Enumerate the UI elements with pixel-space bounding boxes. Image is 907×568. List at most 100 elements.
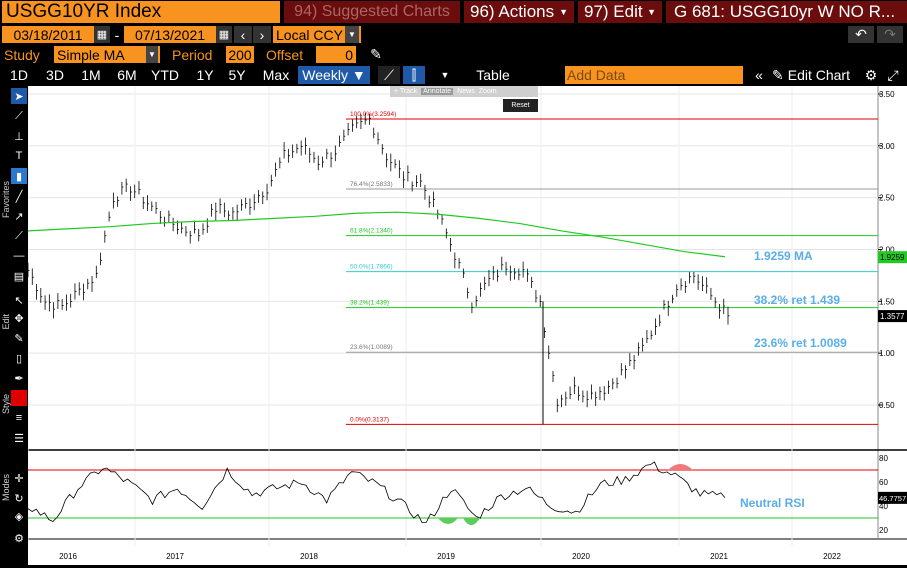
range-bar: 1D 3D 1M 6M YTD 1Y 5Y Max Weekly ▼ ⟋ ⫿ ▼… <box>0 65 907 85</box>
undo-icon[interactable]: ↶ <box>848 26 874 43</box>
y-tick-label: 2.00 <box>879 246 895 255</box>
ret236-annotation: 23.6% ret 1.0089 <box>754 336 847 350</box>
rsi-tick-label: 60 <box>879 478 888 487</box>
x-tick-label: 2016 <box>59 552 77 561</box>
pencil-icon: ✎ <box>772 66 784 83</box>
range-3d[interactable]: 3D <box>46 67 64 83</box>
study-label: Study <box>4 46 40 63</box>
collapse-icon[interactable]: « <box>755 67 763 83</box>
range-1y[interactable]: 1Y <box>196 67 214 83</box>
trend-tool-icon[interactable]: ╱ <box>15 190 23 203</box>
range-6m[interactable]: 6M <box>117 67 137 83</box>
range-1d[interactable]: 1D <box>10 67 28 83</box>
hline-tool-icon[interactable]: — <box>13 250 25 262</box>
fib-label: 50.0%(1.7866) <box>350 264 393 271</box>
end-date-field[interactable]: 07/13/2021 <box>124 26 216 43</box>
study-select[interactable]: Simple MA ▼ <box>54 46 160 63</box>
y-tick-label: 1.00 <box>879 349 895 358</box>
left-toolbar: Favorites Edit Style Modes ➤ ⟋ ⊥ T ▮ ╱ ↗… <box>0 86 28 565</box>
chevron-down-icon[interactable]: ▼ <box>440 70 450 80</box>
zoom-button[interactable]: Zoom <box>478 88 497 95</box>
maximize-icon[interactable]: ⤢ <box>887 66 899 83</box>
range-1m[interactable]: 1M <box>81 67 101 83</box>
eraser-icon[interactable]: ▯ <box>15 352 23 365</box>
fib-label: 100.0%(3.2594) <box>350 111 396 118</box>
style-label: Style <box>1 394 11 415</box>
x-tick-label: 2020 <box>572 552 590 561</box>
reset-label: Reset <box>511 102 530 109</box>
track-button[interactable]: + Track <box>394 88 418 95</box>
cursor-icon[interactable]: ➤ <box>11 88 27 104</box>
frequency-select[interactable]: Weekly ▼ <box>298 66 370 84</box>
modes-label: Modes <box>1 474 11 502</box>
arrow-tool-icon[interactable]: ↗ <box>14 210 24 223</box>
line-style-icon[interactable]: ☰ <box>14 432 24 445</box>
color-swatch-icon[interactable] <box>11 390 27 406</box>
text-tool-icon[interactable]: T <box>15 150 23 162</box>
ticker-field[interactable]: USGG10YR Index <box>2 1 280 23</box>
refresh-icon[interactable]: ↻ <box>14 492 24 505</box>
rsi-tick-label: 20 <box>879 526 888 535</box>
line-weight-icon[interactable]: ≡ <box>15 412 23 424</box>
chevron-down-icon: ▼ <box>146 46 158 63</box>
period-field[interactable]: 200 <box>226 46 254 63</box>
table-button[interactable]: Table <box>476 67 510 83</box>
news-button[interactable]: News <box>457 88 475 95</box>
x-tick-label: 2018 <box>300 552 318 561</box>
rsi-oversold-fill <box>463 518 480 526</box>
ma-line <box>27 211 726 258</box>
settings-icon[interactable]: ⚙ <box>864 66 878 83</box>
x-tick-label: 2021 <box>710 552 728 561</box>
pencil-icon[interactable]: ✎ <box>370 46 382 62</box>
edit-chart-button[interactable]: ✎ Edit Chart <box>770 66 850 84</box>
currency-label: Local CCY <box>276 26 343 43</box>
redo-icon[interactable]: ↷ <box>877 26 903 43</box>
crosshair-icon[interactable]: ✛ <box>14 472 24 485</box>
actions-menu[interactable]: 96) Actions ▼ <box>464 1 574 23</box>
next-period-icon[interactable]: › <box>253 26 271 43</box>
top-bar: USGG10YR Index 94) Suggested Charts 96) … <box>0 0 907 24</box>
suggested-charts-button[interactable]: 94) Suggested Charts <box>284 1 460 23</box>
bar-chart-icon[interactable]: ⫿ <box>403 66 425 84</box>
brush-icon[interactable]: ✎ <box>14 332 24 345</box>
prev-period-icon[interactable]: ‹ <box>234 26 252 43</box>
edit-menu[interactable]: 97) Edit ▼ <box>578 1 662 23</box>
fib-label: 23.6%(1.0089) <box>350 344 393 351</box>
y-tick-label: 0.50 <box>879 401 895 410</box>
move-icon[interactable]: ✥ <box>14 312 24 325</box>
price-chart-svg: 3.50 3.00 2.50 2.00 1.50 1.00 0.50 2016 2017 2018… <box>27 86 907 561</box>
range-ytd[interactable]: YTD <box>151 67 179 83</box>
calendar-icon[interactable]: ▦ <box>94 26 110 43</box>
ma-value-badge <box>878 251 907 264</box>
select-tool-icon[interactable]: ↖ <box>14 294 24 307</box>
draw-tool-icon[interactable]: ⊥ <box>14 130 24 143</box>
highlight-tool-icon[interactable]: ▮ <box>11 168 27 184</box>
palette-icon[interactable]: ◈ <box>14 510 24 523</box>
calendar-icon[interactable]: ▦ <box>216 26 232 43</box>
x-tick-label: 2019 <box>437 552 455 561</box>
range-max[interactable]: Max <box>262 67 290 83</box>
start-date-field[interactable]: 03/18/2011 <box>2 26 94 43</box>
channel-tool-icon[interactable]: ▤ <box>13 270 25 283</box>
add-data-field[interactable]: Add Data <box>565 66 743 84</box>
pen-style-icon[interactable]: ✒ <box>14 372 24 385</box>
rsi-overbought-fill <box>668 464 693 470</box>
gear-icon[interactable]: ⚙ <box>14 532 24 545</box>
x-tick-label: 2022 <box>823 552 841 561</box>
chart-title: G 681: USGG10yr W NO R... <box>666 1 907 23</box>
ret382-annotation: 38.2% ret 1.439 <box>754 293 840 307</box>
rsi-tick-label: 40 <box>879 502 888 511</box>
ray-tool-icon[interactable]: ⟋ <box>15 229 23 242</box>
chart-area[interactable]: 3.50 3.00 2.50 2.00 1.50 1.00 0.50 2016 2017 2018… <box>27 86 907 565</box>
reset-button[interactable]: Reset <box>503 99 538 112</box>
rsi-tick-label: 80 <box>879 454 888 463</box>
rsi-value-badge <box>878 491 907 504</box>
offset-field[interactable]: 0 <box>316 46 356 63</box>
annotate-button[interactable]: Annotate <box>421 88 454 95</box>
range-5y[interactable]: 5Y <box>228 67 246 83</box>
line-chart-icon[interactable]: ⟋ <box>378 66 400 84</box>
currency-select[interactable]: Local CCY ▼ <box>273 26 361 43</box>
date-separator: - <box>114 26 120 43</box>
line-tool-icon[interactable]: ⟋ <box>15 109 23 122</box>
chevron-down-icon: ▼ <box>345 26 359 43</box>
